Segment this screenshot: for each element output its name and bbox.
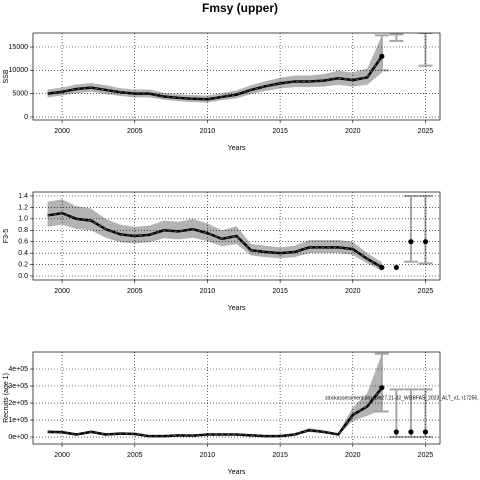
x-tick-label: 2025	[418, 288, 434, 295]
x-tick-label: 2005	[127, 452, 143, 459]
x-tick-label: 2020	[345, 288, 361, 295]
y-tick-label: 0.2	[18, 261, 28, 268]
series-line	[47, 211, 383, 269]
x-tick-label: 2000	[54, 288, 70, 295]
point	[422, 429, 429, 435]
y-tick-label: 3e+05	[8, 383, 28, 390]
y-axis-label: F3-5	[3, 229, 10, 244]
point	[408, 429, 414, 435]
plot-area	[47, 33, 433, 103]
x-tick-label: 2020	[345, 452, 361, 459]
x-axis-label: Years	[228, 145, 246, 152]
y-tick-label: 0.8	[18, 227, 28, 234]
x-tick-label: 2010	[200, 128, 216, 135]
x-tick-label: 2025	[418, 128, 434, 135]
x-tick-label: 2005	[127, 128, 143, 135]
x-tick-label: 2015	[272, 288, 288, 295]
point	[379, 385, 385, 391]
y-tick-label: 0e+00	[8, 434, 28, 441]
x-axis-label: Years	[228, 469, 246, 476]
y-tick-label: 0.6	[18, 239, 28, 246]
y-tick-label: 10000	[9, 67, 29, 74]
y-tick-label: 0	[24, 114, 28, 121]
y-tick-label: 0.4	[18, 250, 28, 257]
series-line-dash	[47, 387, 383, 437]
y-tick-label: 0.0	[18, 273, 28, 280]
x-tick-label: 2000	[54, 452, 70, 459]
plot-frame	[32, 191, 441, 281]
x-tick-label: 2020	[345, 128, 361, 135]
x-tick-label: 2005	[127, 288, 143, 295]
point	[379, 53, 385, 59]
chart-title: Fmsy (upper)	[202, 1, 278, 15]
x-tick-label: 2000	[54, 128, 70, 135]
y-tick-label: 1.2	[18, 204, 28, 211]
plot-frame	[32, 32, 441, 121]
point	[393, 429, 399, 435]
y-tick-label: 4e+05	[8, 366, 28, 373]
point	[379, 264, 385, 271]
y-tick-label: 1.0	[18, 216, 28, 223]
x-tick-label: 2015	[272, 452, 288, 459]
y-axis-label: SSB	[3, 69, 10, 83]
point	[408, 239, 414, 245]
confidence-band	[47, 35, 382, 103]
y-tick-label: 5000	[12, 91, 28, 98]
plot-area	[47, 352, 433, 439]
point	[393, 264, 399, 271]
y-tick-label: 15000	[9, 44, 29, 51]
plot-frame	[32, 351, 441, 445]
x-tick-label: 2025	[418, 452, 434, 459]
y-axis-label: Recruits (age 1)	[3, 373, 10, 423]
x-tick-label: 2010	[200, 288, 216, 295]
series-line-dash	[47, 56, 383, 100]
x-tick-label: 2010	[200, 452, 216, 459]
y-tick-label: 2e+05	[8, 400, 28, 407]
annotation: stockassessment.org, ple27.21-32_WGBFAS_…	[325, 395, 480, 401]
y-tick-label: 1e+05	[8, 417, 28, 424]
y-tick-label: 1.4	[18, 193, 28, 200]
x-axis-label: Years	[228, 305, 246, 312]
x-tick-label: 2015	[272, 128, 288, 135]
point	[422, 239, 429, 245]
